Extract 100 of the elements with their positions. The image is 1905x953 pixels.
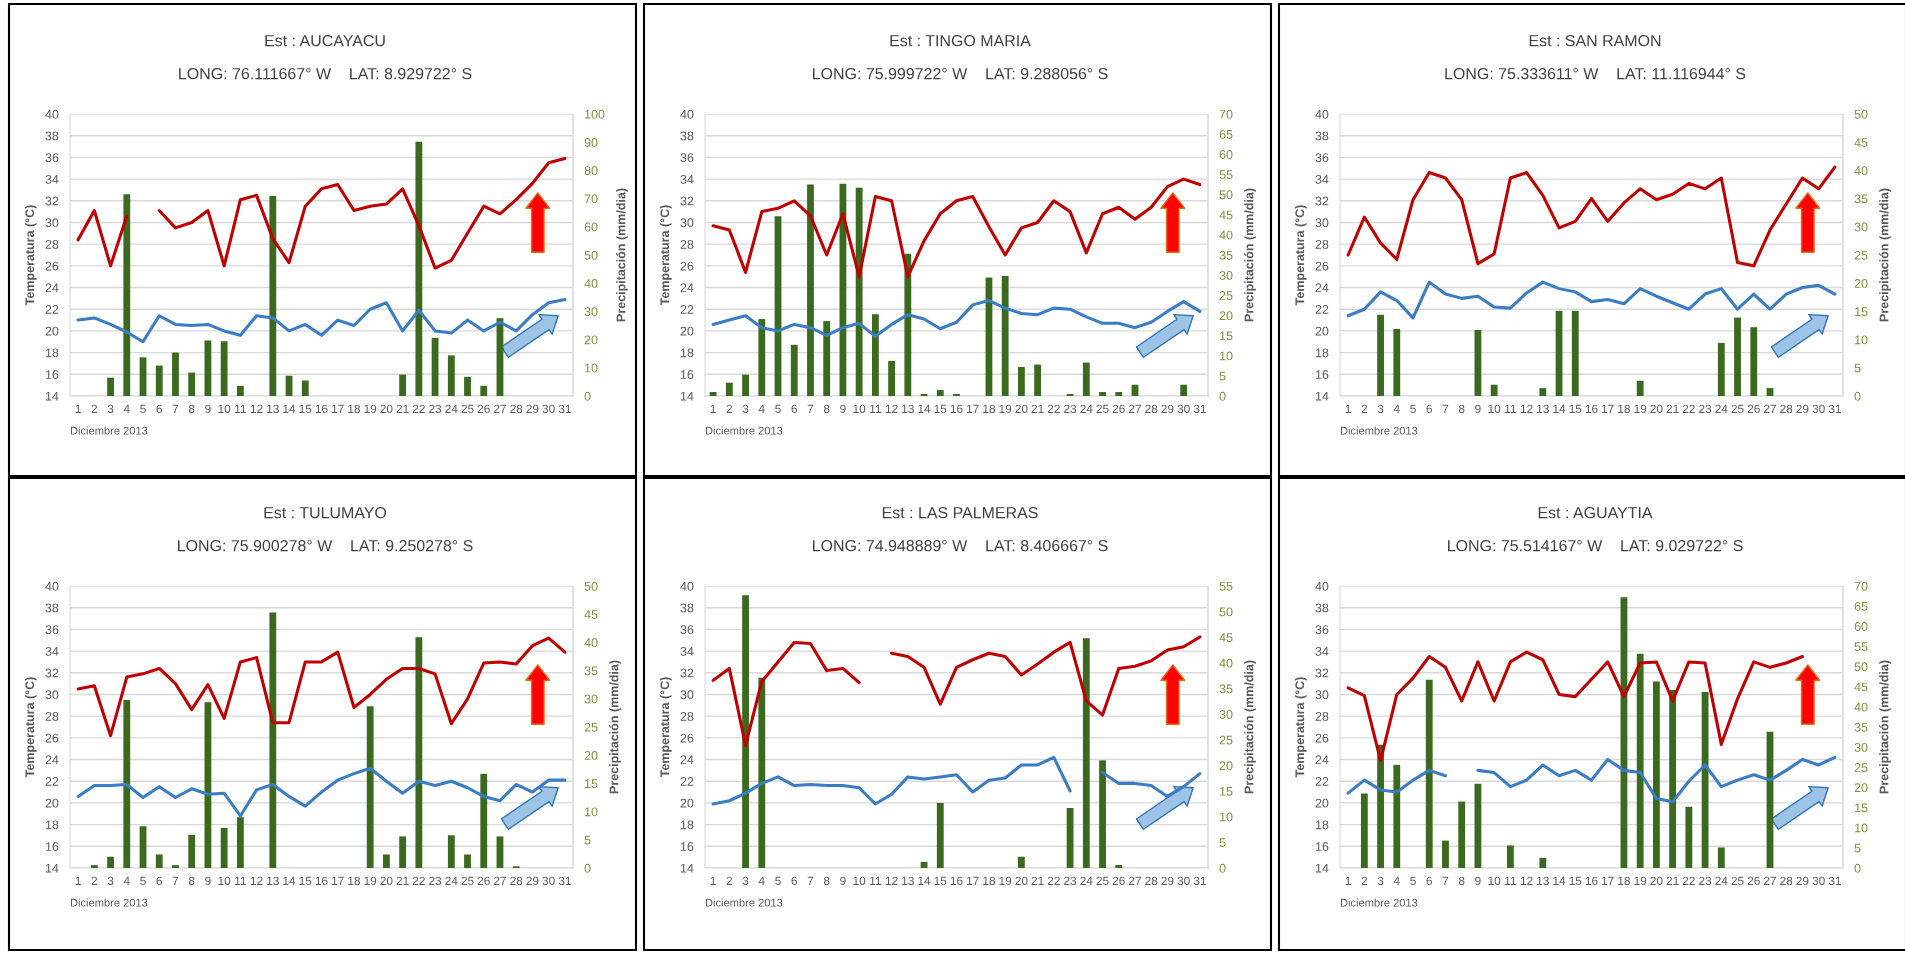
y-tick-label: 14 — [45, 863, 59, 873]
x-tick-label: 6 — [791, 404, 798, 413]
x-tick-label: 2 — [1361, 876, 1368, 885]
y-tick-label: 18 — [1315, 348, 1329, 358]
y-axis-title: Temperatura (°C) — [660, 677, 672, 778]
x-tick-label: 24 — [1715, 876, 1728, 885]
x-tick-label: 11 — [235, 404, 246, 413]
y-tick-label: 24 — [45, 755, 59, 765]
bar — [415, 141, 423, 396]
x-tick-label: 11 — [235, 876, 246, 885]
x-tick-label: 5 — [140, 876, 146, 885]
bar — [1734, 317, 1741, 396]
x-tick-label: 31 — [1828, 404, 1841, 413]
bar — [1018, 366, 1025, 396]
x-tick-label: 31 — [1193, 404, 1206, 413]
line-series — [76, 297, 567, 344]
y-tick-label: 34 — [1315, 174, 1329, 184]
x-tick-label: 21 — [1666, 404, 1679, 413]
y-tick-label: 40 — [680, 581, 694, 591]
x-tick-label: 21 — [1031, 876, 1044, 885]
y2-tick-label: 45 — [1219, 633, 1233, 642]
x-tick-label: 24 — [445, 876, 458, 885]
x-tick-label: 26 — [477, 876, 490, 885]
x-tick-label: 12 — [1520, 404, 1533, 413]
y-tick-label: 32 — [45, 196, 59, 206]
x-axis-title: Diciembre 2013 — [70, 426, 148, 435]
x-tick-label: 30 — [1812, 876, 1825, 885]
x-tick-label: 25 — [461, 404, 474, 413]
x-tick-label: 10 — [853, 404, 866, 413]
x-tick-label: 17 — [1602, 404, 1614, 413]
x-tick-label: 20 — [1650, 404, 1663, 413]
bar — [123, 194, 131, 396]
line-series — [1346, 165, 1837, 268]
bar — [1571, 310, 1579, 396]
bar — [1539, 857, 1547, 868]
x-tick-label: 28 — [1145, 876, 1158, 885]
bar — [758, 677, 766, 868]
bar — [447, 355, 455, 396]
y2-tick-label: 25 — [1219, 735, 1233, 745]
x-tick-label: 6 — [1426, 876, 1433, 885]
x-tick-label: 3 — [742, 876, 749, 885]
x-tick-label: 28 — [510, 876, 523, 885]
y2-tick-label: 30 — [1854, 222, 1868, 232]
y2-tick-label: 45 — [1219, 210, 1233, 220]
bar — [220, 827, 228, 868]
x-tick-label: 27 — [1764, 404, 1776, 413]
y2-tick-label: 20 — [1219, 761, 1233, 771]
y-tick-label: 26 — [1315, 261, 1329, 271]
y-tick-label: 40 — [1315, 109, 1329, 119]
y-tick-label: 18 — [45, 348, 59, 358]
y2-tick-label: 50 — [1219, 607, 1233, 617]
y-tick-label: 26 — [45, 733, 59, 743]
y2-tick-label: 50 — [584, 581, 598, 591]
x-tick-label: 27 — [494, 404, 506, 413]
x-tick-label: 15 — [934, 876, 947, 885]
bar — [366, 706, 374, 868]
y2-tick-label: 50 — [1219, 190, 1233, 200]
chart-title: Est : AUCAYACU — [265, 34, 385, 47]
bar — [480, 773, 488, 868]
x-tick-label: 24 — [445, 404, 458, 413]
bar — [1717, 847, 1725, 868]
y-tick-label: 38 — [1315, 131, 1329, 141]
y2-tick-label: 20 — [584, 751, 598, 760]
x-tick-label: 5 — [775, 404, 781, 413]
x-tick-label: 21 — [1666, 876, 1679, 885]
bar — [1377, 314, 1384, 396]
y2-tick-label: 15 — [585, 779, 598, 789]
y-axis-title: Temperatura (°C) — [1295, 205, 1307, 306]
chart-subtitle: LONG: 75.999722° W LAT: 9.288056° S — [813, 67, 1108, 80]
x-tick-label: 15 — [299, 404, 312, 413]
y-tick-label: 14 — [680, 391, 694, 401]
bar — [823, 321, 831, 396]
x-tick-label: 8 — [823, 876, 830, 885]
y-tick-label: 36 — [45, 153, 59, 163]
y-tick-label: 28 — [680, 239, 694, 249]
line-series — [76, 766, 567, 818]
bar — [871, 314, 879, 396]
y2-tick-label: 5 — [584, 835, 591, 845]
bar — [1750, 327, 1758, 396]
y-tick-label: 14 — [45, 391, 59, 401]
x-tick-label: 4 — [1393, 876, 1400, 885]
y2-tick-label: 55 — [1219, 170, 1233, 180]
x-tick-label: 14 — [1553, 404, 1566, 413]
x-tick-label: 27 — [1129, 876, 1141, 885]
y2-tick-label: 15 — [1855, 307, 1868, 317]
chart-subtitle: LONG: 74.948889° W LAT: 8.406667° S — [813, 539, 1108, 552]
x-tick-label: 18 — [983, 404, 995, 413]
x-tick-label: 27 — [494, 876, 506, 885]
y-axis-title: Temperatura (°C) — [1295, 677, 1307, 778]
x-tick-label: 24 — [1715, 404, 1728, 413]
x-tick-label: 5 — [140, 404, 146, 413]
chart-title: Est : LAS PALMERAS — [882, 506, 1038, 519]
bar — [269, 196, 277, 396]
y2-tick-label: 0 — [1854, 391, 1861, 401]
bar — [790, 344, 798, 396]
x-tick-label: 27 — [1129, 404, 1141, 413]
y-tick-label: 22 — [680, 777, 694, 786]
y-tick-label: 36 — [1315, 625, 1329, 635]
bar — [1393, 328, 1401, 396]
x-tick-label: 13 — [902, 404, 914, 413]
